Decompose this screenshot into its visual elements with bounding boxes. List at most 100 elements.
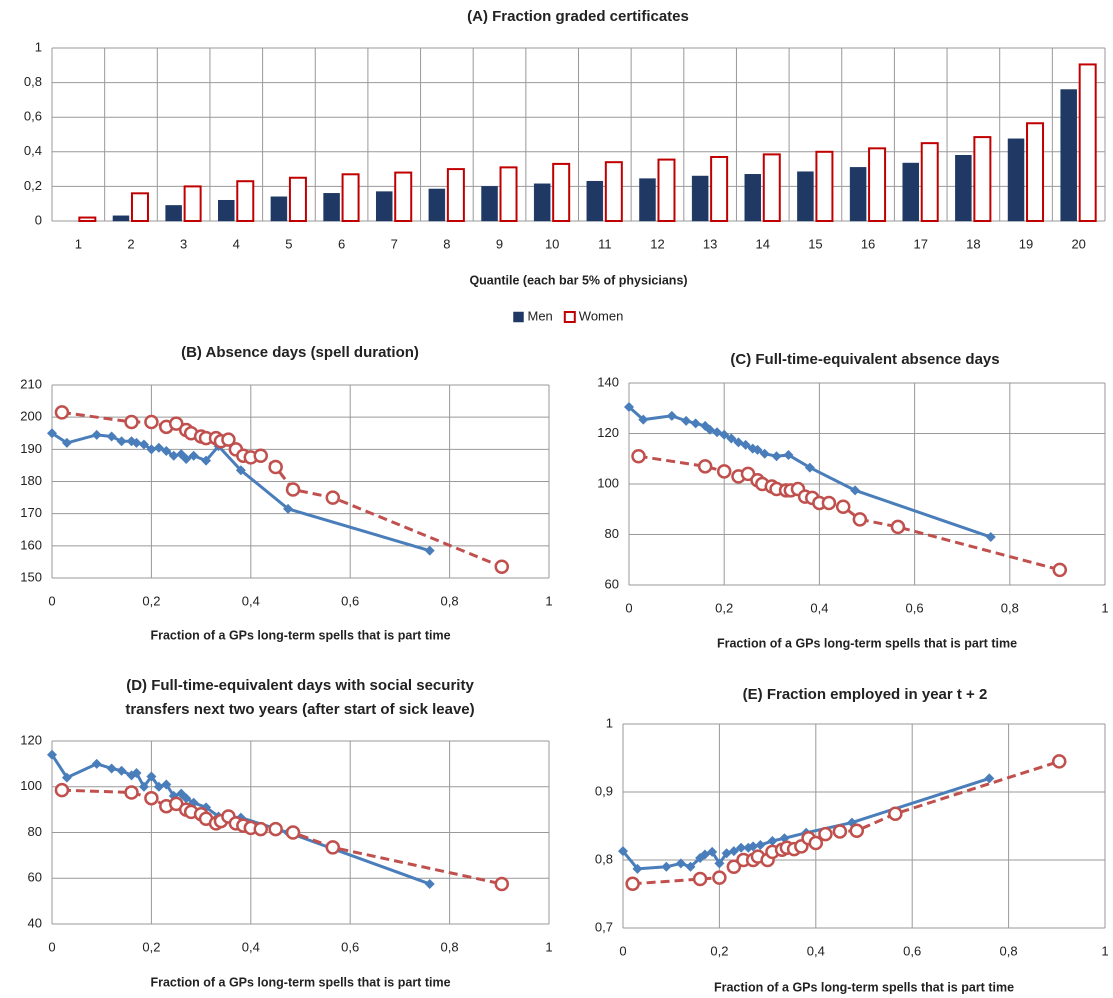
x-tick-label: 19	[1019, 236, 1033, 251]
data-point	[740, 439, 751, 450]
bar	[762, 153, 781, 223]
chart-title: transfers next two years (after start of…	[125, 701, 474, 718]
data-point	[283, 503, 294, 514]
bar	[586, 180, 604, 222]
x-tick-label: 6	[338, 236, 345, 251]
y-tick-label: 170	[20, 505, 42, 520]
data-point	[325, 490, 341, 505]
bar	[323, 193, 340, 222]
data-point	[726, 859, 742, 875]
data-point	[61, 437, 72, 448]
bar	[639, 178, 656, 222]
data-point	[61, 772, 72, 783]
data-point	[618, 846, 628, 857]
bar	[973, 136, 992, 222]
data-point	[169, 416, 184, 431]
data-point	[690, 418, 701, 429]
data-point	[181, 793, 192, 804]
y-tick-label: 0,8	[24, 74, 42, 89]
chart-title: (C) Full-time-equivalent absence days	[730, 351, 999, 368]
y-tick-label: 160	[20, 537, 42, 552]
data-point	[666, 410, 677, 421]
data-point	[852, 512, 868, 527]
data-point	[1052, 562, 1068, 578]
x-tick-label: 16	[861, 236, 875, 251]
x-tick-label: 0,2	[142, 939, 160, 954]
bar	[1026, 122, 1045, 222]
x-tick-label: 15	[808, 236, 822, 251]
y-tick-label: 1	[606, 715, 613, 730]
data-point	[748, 841, 759, 852]
data-point	[268, 459, 283, 475]
y-tick-label: 40	[28, 915, 42, 930]
data-point	[783, 449, 794, 460]
data-point	[728, 846, 739, 857]
x-tick-label: 0	[48, 593, 55, 608]
bar	[165, 205, 182, 222]
y-tick-label: 1	[35, 39, 42, 54]
x-tick-label: 2	[127, 236, 134, 251]
x-tick-label: 1	[1101, 600, 1108, 615]
data-point	[808, 835, 824, 851]
data-point	[181, 453, 192, 464]
data-point	[221, 432, 236, 447]
data-point	[984, 773, 995, 784]
x-tick-label: 11	[598, 236, 612, 251]
x-axis-label: Fraction of a GPs long-term spells that …	[150, 975, 450, 989]
data-point	[835, 499, 851, 514]
y-tick-label: 120	[597, 425, 619, 440]
x-tick-label: 13	[703, 236, 717, 251]
bar	[1060, 89, 1077, 222]
data-point	[767, 835, 778, 846]
data-point	[625, 876, 640, 892]
data-point	[168, 450, 179, 461]
data-point	[719, 429, 730, 440]
data-point	[631, 448, 646, 464]
data-point	[131, 768, 142, 779]
bar	[236, 180, 255, 223]
series-line	[61, 788, 503, 886]
data-point	[850, 485, 861, 496]
chart-title: (A) Fraction graded certificates	[467, 8, 689, 25]
data-point	[253, 448, 268, 464]
data-point	[707, 846, 718, 857]
data-point	[692, 871, 708, 887]
x-tick-label: 9	[496, 236, 503, 251]
data-point	[675, 858, 686, 869]
data-point	[721, 848, 732, 859]
data-point	[235, 465, 246, 476]
x-axis-label: Fraction of a GPs long-term spells that …	[717, 636, 1017, 650]
y-tick-label: 80	[28, 824, 42, 839]
data-point	[138, 781, 149, 792]
x-axis-label: Quantile (each bar 5% of physicians)	[469, 273, 687, 287]
data-point	[54, 405, 70, 420]
data-point	[755, 840, 766, 851]
x-tick-label: 0,6	[341, 939, 359, 954]
y-tick-label: 0,4	[24, 143, 42, 158]
data-point	[285, 825, 301, 840]
y-tick-label: 0	[35, 212, 42, 227]
x-tick-label: 12	[650, 236, 664, 251]
x-tick-label: 0,4	[807, 943, 825, 958]
data-point	[91, 429, 102, 440]
data-point	[146, 771, 157, 782]
bar	[604, 161, 623, 222]
x-tick-label: 3	[180, 236, 187, 251]
data-point	[161, 779, 172, 790]
bar	[218, 199, 235, 222]
x-tick-label: 1	[75, 236, 82, 251]
bar	[481, 186, 498, 222]
data-point	[624, 401, 634, 412]
y-tick-label: 140	[597, 374, 619, 389]
data-point	[161, 445, 172, 456]
legend-label: Women	[579, 308, 624, 323]
data-point	[804, 462, 815, 473]
data-point	[759, 448, 770, 459]
bar	[955, 155, 972, 222]
bar	[657, 158, 676, 223]
x-tick-label: 17	[913, 236, 927, 251]
x-tick-label: 20	[1071, 236, 1085, 251]
data-point	[661, 861, 672, 872]
